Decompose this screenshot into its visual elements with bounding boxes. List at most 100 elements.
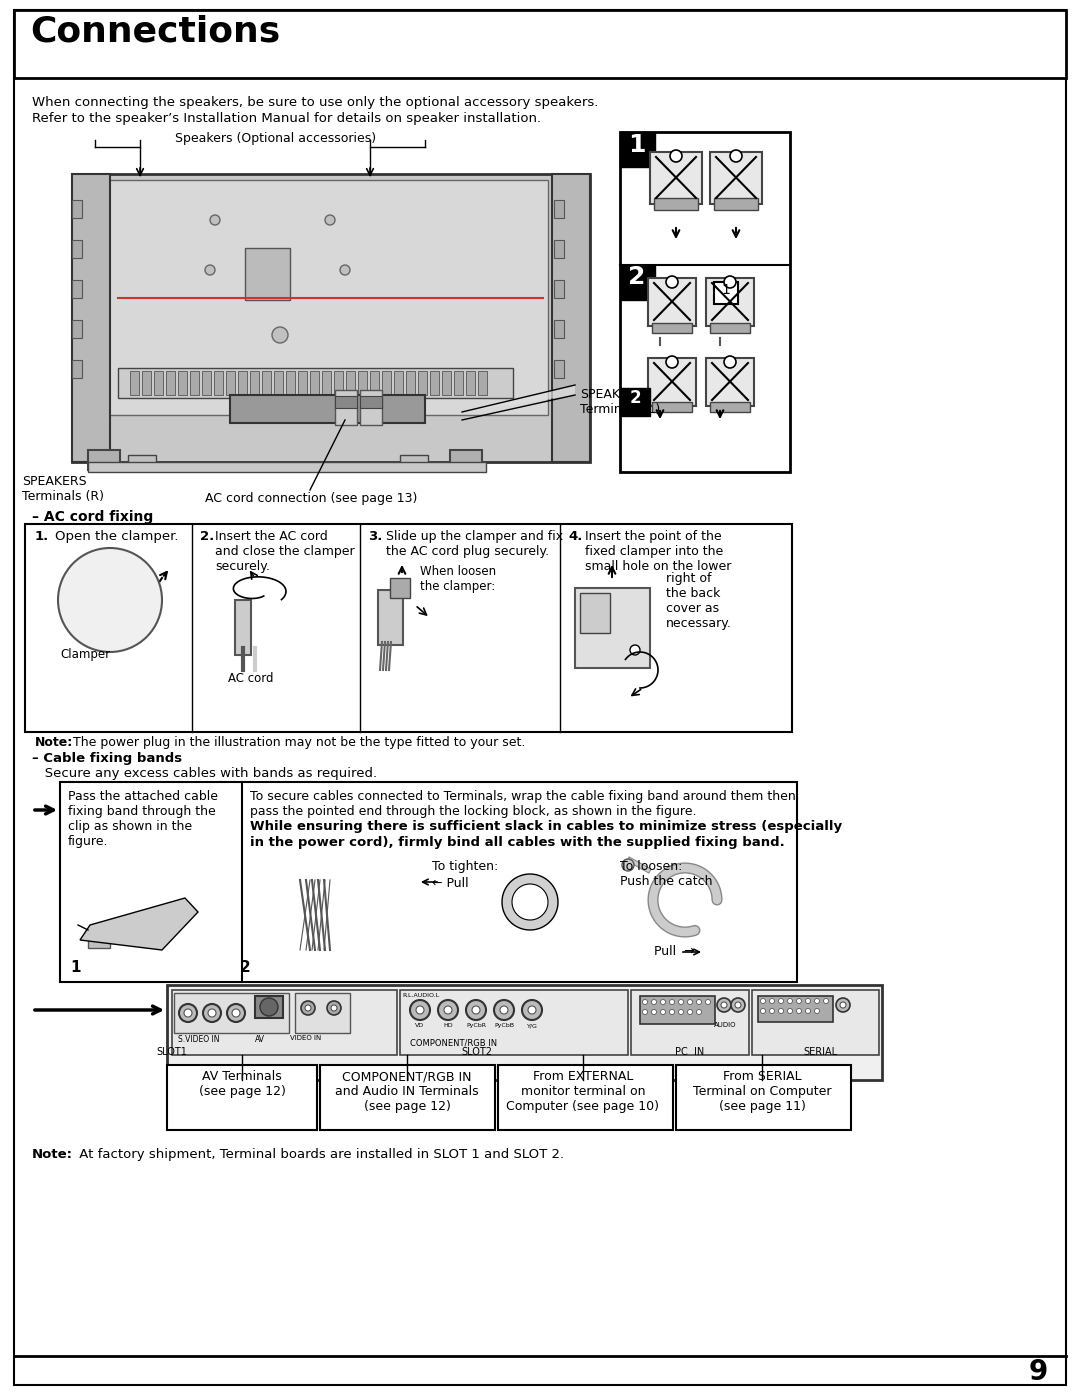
- Text: When loosen
the clamper:: When loosen the clamper:: [420, 564, 496, 592]
- Bar: [714, 282, 738, 305]
- Circle shape: [472, 1006, 480, 1014]
- Text: Refer to the speaker’s Installation Manual for details on speaker installation.: Refer to the speaker’s Installation Manu…: [32, 112, 541, 124]
- Bar: [580, 592, 610, 633]
- Bar: [72, 279, 82, 298]
- Bar: [714, 198, 758, 210]
- Circle shape: [522, 1000, 542, 1020]
- Circle shape: [697, 999, 702, 1004]
- Circle shape: [301, 1002, 315, 1016]
- Circle shape: [179, 1004, 197, 1023]
- Text: Pull  →: Pull →: [654, 944, 694, 958]
- Text: While ensuring there is sufficient slack in cables to minimize stress (especiall: While ensuring there is sufficient slack…: [249, 820, 842, 833]
- Circle shape: [622, 859, 634, 870]
- Bar: [554, 360, 564, 379]
- Circle shape: [670, 1010, 675, 1014]
- Text: R.L.AUDIO.L: R.L.AUDIO.L: [402, 993, 440, 997]
- Text: Speakers (Optional accessories): Speakers (Optional accessories): [175, 131, 376, 145]
- Text: SPEAKERS
Terminals (R): SPEAKERS Terminals (R): [22, 475, 104, 503]
- Circle shape: [705, 999, 711, 1004]
- Bar: [95, 610, 113, 631]
- Bar: [706, 278, 754, 326]
- Bar: [454, 372, 463, 395]
- Text: AC cord: AC cord: [228, 672, 273, 685]
- Bar: [87, 578, 102, 591]
- Circle shape: [203, 1004, 221, 1023]
- Text: Y/G: Y/G: [527, 1023, 538, 1028]
- Circle shape: [797, 1009, 801, 1013]
- Bar: [640, 996, 715, 1024]
- Circle shape: [697, 1010, 702, 1014]
- Bar: [346, 372, 355, 395]
- Polygon shape: [462, 386, 575, 412]
- Circle shape: [688, 999, 692, 1004]
- Circle shape: [184, 1009, 192, 1017]
- Text: 1: 1: [721, 284, 730, 298]
- Bar: [320, 1065, 495, 1130]
- Text: To secure cables connected to Terminals, wrap the cable fixing band around them : To secure cables connected to Terminals,…: [249, 789, 796, 803]
- Text: S.VIDEO IN: S.VIDEO IN: [178, 1035, 219, 1044]
- Bar: [295, 993, 350, 1032]
- Bar: [552, 175, 590, 462]
- Circle shape: [444, 1006, 453, 1014]
- Bar: [72, 175, 110, 462]
- Circle shape: [814, 1009, 820, 1013]
- Circle shape: [528, 1006, 536, 1014]
- Text: VIDEO IN: VIDEO IN: [291, 1035, 321, 1041]
- Bar: [394, 372, 403, 395]
- Bar: [178, 372, 187, 395]
- Text: – AC cord fixing: – AC cord fixing: [32, 510, 153, 524]
- Bar: [400, 990, 627, 1055]
- Circle shape: [666, 277, 678, 288]
- Text: Open the clamper.: Open the clamper.: [55, 529, 178, 543]
- Circle shape: [327, 1002, 341, 1016]
- Bar: [676, 1065, 851, 1130]
- Text: SERIAL: SERIAL: [802, 1046, 837, 1058]
- Bar: [554, 240, 564, 258]
- Bar: [758, 996, 833, 1023]
- Text: 1: 1: [70, 960, 81, 975]
- Bar: [322, 372, 330, 395]
- Bar: [202, 372, 211, 395]
- Bar: [478, 372, 487, 395]
- Bar: [620, 265, 654, 300]
- Circle shape: [661, 1010, 665, 1014]
- Circle shape: [272, 327, 288, 344]
- Bar: [214, 372, 222, 395]
- Bar: [620, 388, 650, 416]
- Circle shape: [465, 1000, 486, 1020]
- Text: From SERIAL
Terminal on Computer
(see page 11): From SERIAL Terminal on Computer (see pa…: [692, 1070, 832, 1113]
- Circle shape: [670, 149, 681, 162]
- Text: SLOT2: SLOT2: [461, 1046, 492, 1058]
- Circle shape: [688, 1010, 692, 1014]
- Circle shape: [330, 1004, 337, 1011]
- Circle shape: [58, 548, 162, 652]
- Bar: [620, 131, 789, 472]
- Text: To tighten:: To tighten:: [432, 861, 498, 873]
- Circle shape: [643, 999, 648, 1004]
- Circle shape: [494, 1000, 514, 1020]
- Bar: [167, 1065, 318, 1130]
- Bar: [118, 367, 513, 398]
- Circle shape: [760, 1009, 766, 1013]
- Bar: [575, 588, 650, 668]
- Bar: [85, 576, 107, 610]
- Circle shape: [769, 1009, 774, 1013]
- Bar: [400, 455, 428, 469]
- Bar: [167, 985, 882, 1080]
- Bar: [752, 990, 879, 1055]
- Text: Insert the AC cord
and close the clamper
securely.: Insert the AC cord and close the clamper…: [215, 529, 354, 573]
- Circle shape: [643, 1010, 648, 1014]
- Circle shape: [651, 999, 657, 1004]
- Text: ← Pull: ← Pull: [432, 877, 469, 890]
- Bar: [172, 990, 397, 1055]
- Circle shape: [670, 999, 675, 1004]
- Bar: [245, 249, 291, 300]
- Bar: [360, 390, 382, 425]
- Bar: [72, 320, 82, 338]
- Bar: [166, 372, 175, 395]
- Circle shape: [814, 999, 820, 1003]
- Bar: [382, 372, 391, 395]
- Bar: [498, 1065, 673, 1130]
- Bar: [654, 198, 698, 210]
- Bar: [418, 372, 427, 395]
